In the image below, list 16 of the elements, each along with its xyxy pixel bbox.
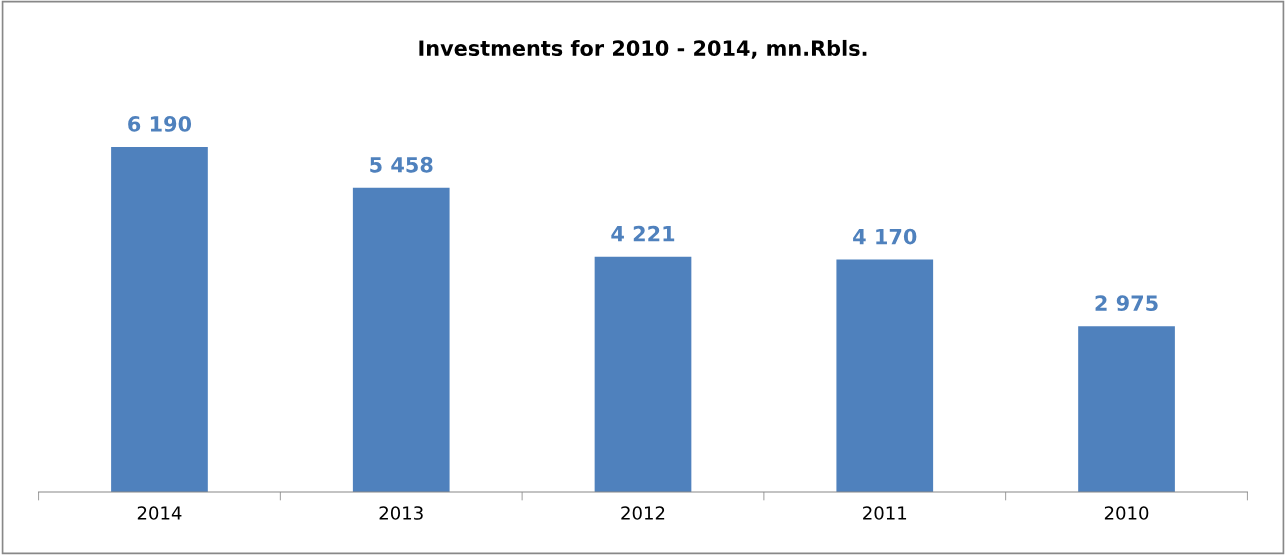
data-label: 4 221	[611, 225, 675, 242]
bar	[594, 256, 692, 493]
x-tick-label: 2013	[379, 506, 423, 520]
bar	[111, 146, 208, 493]
x-tick-label: 2012	[621, 506, 665, 520]
bar	[352, 187, 450, 493]
bar	[1078, 326, 1175, 493]
data-label: 6 190	[128, 116, 192, 132]
x-tick-label: 2014	[137, 506, 182, 520]
data-label: 4 170	[853, 228, 917, 245]
chart-title: Investments for 2010 - 2014, mn.Rbls.	[419, 39, 867, 59]
x-tick-label: 2010	[1104, 506, 1149, 520]
data-label: 5 458	[370, 156, 433, 173]
data-label: 2 975	[1095, 295, 1158, 312]
x-tick-label: 2011	[863, 506, 907, 520]
bar	[836, 259, 934, 493]
